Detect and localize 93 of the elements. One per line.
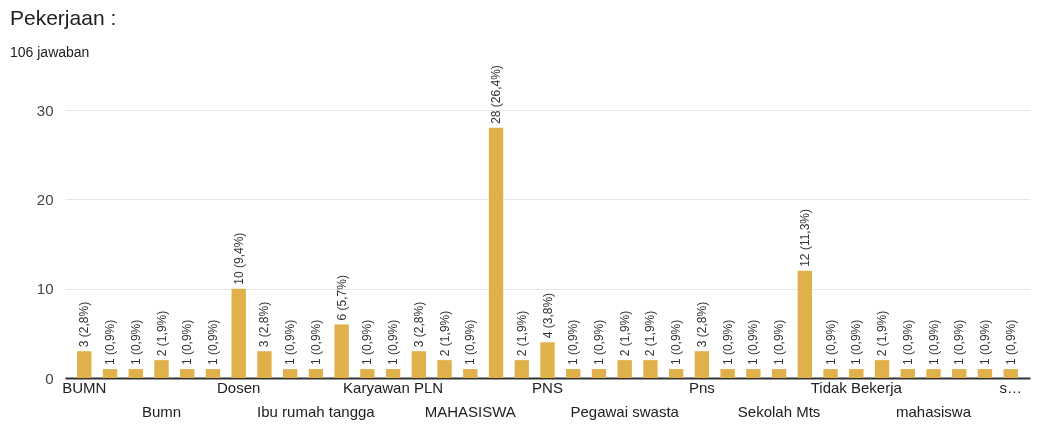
bar xyxy=(514,360,529,378)
data-label: 1 (0,9%) xyxy=(977,319,992,366)
data-label: 3 (2,8%) xyxy=(694,301,709,348)
x-tick-label: MAHASISWA xyxy=(424,402,516,420)
data-label: 4 (3,8%) xyxy=(540,292,555,339)
bar xyxy=(617,360,632,378)
bar xyxy=(463,369,478,378)
data-label: 2 (1,9%) xyxy=(514,310,529,357)
data-label: 1 (0,9%) xyxy=(669,319,684,366)
bar xyxy=(282,369,298,378)
bar xyxy=(1003,369,1018,378)
x-tick-label: Pegawai swasta xyxy=(570,402,680,420)
bar xyxy=(411,351,427,378)
bar xyxy=(205,369,221,378)
bar xyxy=(952,369,967,378)
bar xyxy=(154,360,169,378)
data-label: 1 (0,9%) xyxy=(205,319,220,366)
data-label: 1 (0,9%) xyxy=(566,319,581,366)
bar xyxy=(746,369,761,378)
bar xyxy=(566,369,581,378)
bar xyxy=(231,288,246,378)
bar xyxy=(643,360,658,378)
data-label: 12 (11,3%) xyxy=(797,208,812,267)
data-label: 2 (1,9%) xyxy=(437,310,452,357)
x-tick-label: s… xyxy=(999,378,1022,396)
chart-title: Pekerjaan : xyxy=(10,6,117,30)
bar xyxy=(797,270,813,378)
bar xyxy=(823,369,838,378)
bar xyxy=(591,369,607,378)
bar xyxy=(694,351,710,378)
bar xyxy=(926,369,941,378)
data-label: 1 (0,9%) xyxy=(180,319,195,366)
bar xyxy=(720,369,735,378)
data-label: 2 (1,9%) xyxy=(643,310,658,357)
bar xyxy=(77,351,92,378)
bar xyxy=(308,369,324,378)
data-label: 1 (0,9%) xyxy=(386,319,401,366)
y-tick-label: 30 xyxy=(36,101,54,119)
data-label: 1 (0,9%) xyxy=(1003,319,1018,366)
data-label: 3 (2,8%) xyxy=(411,301,426,348)
data-label: 2 (1,9%) xyxy=(154,310,169,357)
data-label: 1 (0,9%) xyxy=(952,319,967,366)
bar xyxy=(128,369,143,378)
x-tick-label: mahasiswa xyxy=(895,402,972,420)
bar xyxy=(334,324,349,378)
data-label: 2 (1,9%) xyxy=(617,310,632,357)
data-label: 3 (2,8%) xyxy=(77,301,92,348)
data-label: 1 (0,9%) xyxy=(308,319,323,366)
bar xyxy=(849,369,864,378)
bar xyxy=(102,369,118,378)
x-tick-label: Ibu rumah tangga xyxy=(257,402,376,420)
data-label: 1 (0,9%) xyxy=(823,319,838,366)
data-label: 10 (9,4%) xyxy=(231,232,246,285)
bar xyxy=(437,360,452,378)
x-tick-label: Karyawan PLN xyxy=(343,378,444,396)
data-label: 1 (0,9%) xyxy=(772,319,787,366)
bar xyxy=(540,342,555,378)
x-tick-label: Bumn xyxy=(141,402,182,420)
data-label: 28 (26,4%) xyxy=(489,65,504,124)
bar xyxy=(488,127,504,378)
data-label: 1 (0,9%) xyxy=(926,319,941,366)
bar xyxy=(771,369,787,378)
data-label: 6 (5,7%) xyxy=(334,275,349,321)
x-tick-label: BUMN xyxy=(62,378,107,396)
data-label: 1 (0,9%) xyxy=(103,319,118,366)
data-label: 3 (2,8%) xyxy=(257,301,272,348)
data-label: 1 (0,9%) xyxy=(463,319,478,366)
y-tick-label: 20 xyxy=(36,190,54,208)
data-label: 1 (0,9%) xyxy=(900,319,915,366)
y-tick-label: 10 xyxy=(36,280,54,298)
x-tick-label: Tidak Bekerja xyxy=(810,378,903,396)
chart-subtitle: 106 jawaban xyxy=(10,44,90,60)
bar xyxy=(977,369,993,378)
bar xyxy=(180,369,195,378)
x-tick-label: Pns xyxy=(688,378,715,396)
bar xyxy=(385,369,401,378)
data-label: 1 (0,9%) xyxy=(849,319,864,366)
bar xyxy=(360,369,375,378)
data-label: 2 (1,9%) xyxy=(875,310,890,357)
bar xyxy=(257,351,272,378)
data-label: 1 (0,9%) xyxy=(283,319,298,366)
data-label: 1 (0,9%) xyxy=(360,319,375,366)
y-tick-label: 0 xyxy=(45,369,54,387)
bar xyxy=(874,360,890,378)
bar xyxy=(900,369,915,378)
x-tick-label: PNS xyxy=(532,378,563,396)
data-label: 1 (0,9%) xyxy=(128,319,143,366)
data-label: 1 (0,9%) xyxy=(746,319,761,366)
x-tick-label: Sekolah Mts xyxy=(737,402,821,420)
bar xyxy=(668,369,684,378)
x-tick-label: Dosen xyxy=(217,378,261,396)
data-label: 1 (0,9%) xyxy=(591,319,606,366)
data-label: 1 (0,9%) xyxy=(720,319,735,366)
